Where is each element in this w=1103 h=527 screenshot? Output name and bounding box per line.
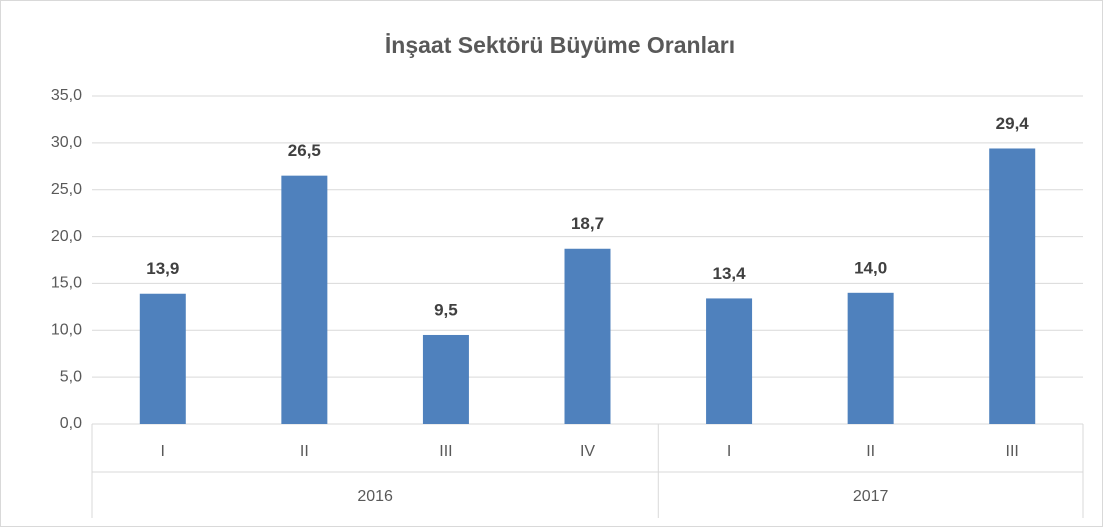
x-tick-label: II: [300, 443, 309, 460]
y-tick-label: 5,0: [60, 368, 82, 385]
x-tick-label: IV: [580, 443, 595, 460]
group-label: 2016: [357, 488, 393, 505]
data-label: 14,0: [854, 258, 887, 277]
bar: [139, 293, 186, 424]
y-tick-label: 0,0: [60, 415, 82, 432]
x-tick-label: II: [866, 443, 875, 460]
x-tick-label: III: [1006, 443, 1019, 460]
data-label: 9,5: [434, 300, 458, 319]
bar: [989, 148, 1036, 425]
bar: [564, 248, 611, 424]
data-label: 29,4: [996, 114, 1030, 133]
y-tick-label: 15,0: [51, 275, 82, 292]
y-tick-label: 30,0: [51, 134, 82, 151]
chart-title: İnşaat Sektörü Büyüme Oranları: [385, 32, 735, 58]
y-tick-label: 10,0: [51, 322, 82, 339]
x-tick-label: III: [439, 443, 452, 460]
data-label: 18,7: [571, 214, 604, 233]
y-tick-label: 35,0: [51, 87, 82, 104]
bar: [847, 292, 894, 424]
group-label: 2017: [853, 488, 889, 505]
data-label: 13,4: [713, 264, 747, 283]
x-tick-label: I: [727, 443, 731, 460]
x-tick-label: I: [161, 443, 165, 460]
data-label: 13,9: [146, 259, 179, 278]
bar: [706, 298, 753, 424]
bar: [422, 334, 469, 424]
y-tick-label: 25,0: [51, 181, 82, 198]
y-tick-label: 20,0: [51, 228, 82, 245]
data-label: 26,5: [288, 141, 321, 160]
bar: [281, 175, 328, 424]
